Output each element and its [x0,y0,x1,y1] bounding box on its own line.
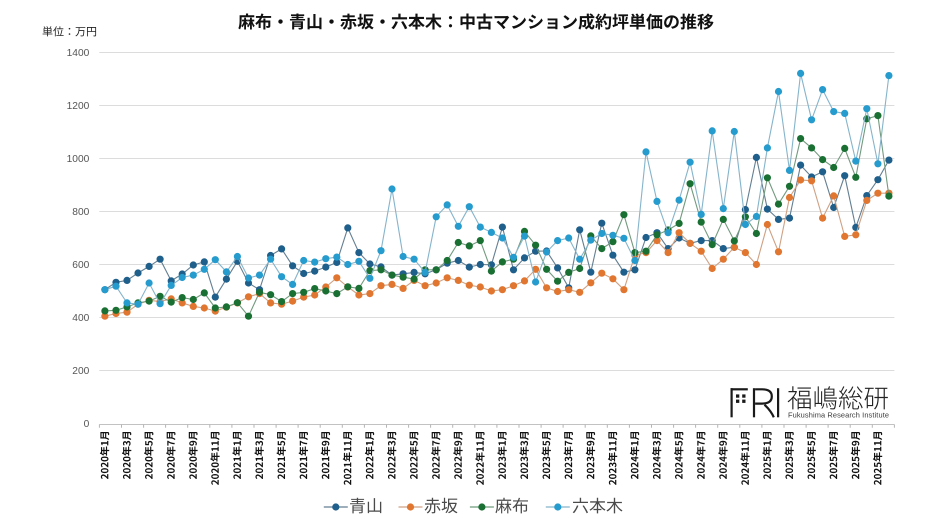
svg-text:200: 200 [72,366,89,377]
svg-text:1000: 1000 [67,154,90,165]
svg-text:1400: 1400 [67,48,90,59]
svg-text:0: 0 [84,419,90,430]
svg-text:1200: 1200 [67,101,90,112]
svg-text:600: 600 [72,260,89,271]
svg-text:Fukushima Research Institute: Fukushima Research Institute [788,411,889,420]
svg-text:800: 800 [72,207,89,218]
svg-text:400: 400 [72,313,89,324]
